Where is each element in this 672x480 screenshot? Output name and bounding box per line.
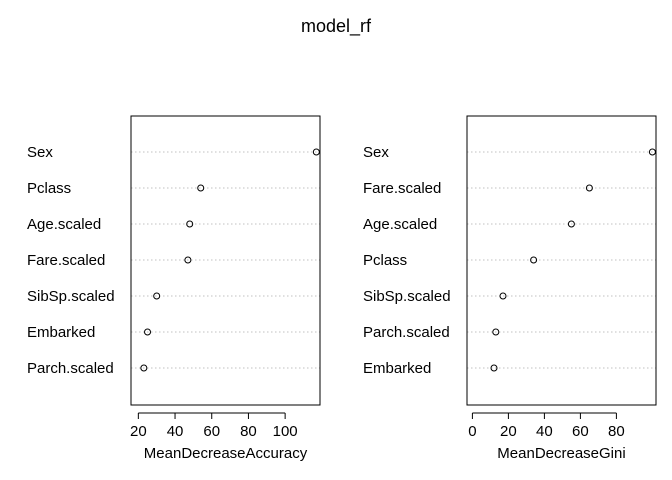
row-label: SibSp.scaled	[27, 288, 115, 305]
row-label: Embarked	[27, 324, 95, 341]
data-point	[197, 184, 205, 192]
x-axis-title: MeanDecreaseGini	[497, 445, 625, 462]
row-label: Parch.scaled	[363, 324, 450, 341]
data-point	[186, 220, 194, 228]
x-tick-label: 80	[608, 423, 625, 440]
data-point	[530, 256, 538, 264]
plot-frame	[130, 115, 321, 406]
row-label: Fare.scaled	[363, 180, 441, 197]
row-label: SibSp.scaled	[363, 288, 451, 305]
x-tick-label: 60	[203, 423, 220, 440]
data-point	[140, 364, 148, 372]
x-tick-label: 0	[468, 423, 476, 440]
plot-frame	[466, 115, 657, 406]
x-tick-label: 20	[500, 423, 517, 440]
x-tick-label: 40	[167, 423, 184, 440]
row-label: Age.scaled	[27, 216, 101, 233]
data-point	[184, 256, 192, 264]
data-point	[585, 184, 593, 192]
row-label: Pclass	[27, 180, 71, 197]
data-point	[153, 292, 161, 300]
row-label: Pclass	[363, 252, 407, 269]
data-point	[567, 220, 575, 228]
x-tick-label: 80	[240, 423, 257, 440]
x-tick-label: 100	[273, 423, 298, 440]
row-label: Sex	[363, 144, 389, 161]
x-tick-label: 40	[536, 423, 553, 440]
x-tick-label: 20	[130, 423, 147, 440]
data-point	[490, 364, 498, 372]
chart-title: model_rf	[300, 16, 372, 36]
data-point	[492, 328, 500, 336]
row-label: Age.scaled	[363, 216, 437, 233]
data-point	[312, 148, 320, 156]
row-label: Fare.scaled	[27, 252, 105, 269]
data-point	[144, 328, 152, 336]
row-label: Sex	[27, 144, 53, 161]
data-point	[499, 292, 507, 300]
data-point	[648, 148, 656, 156]
x-axis-title: MeanDecreaseAccuracy	[144, 445, 308, 462]
row-label: Parch.scaled	[27, 360, 114, 377]
x-tick-label: 60	[572, 423, 589, 440]
row-label: Embarked	[363, 360, 431, 377]
